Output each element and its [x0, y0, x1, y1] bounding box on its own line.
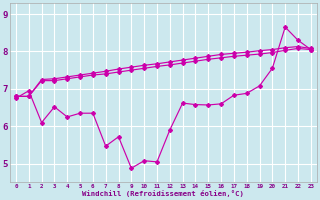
- X-axis label: Windchill (Refroidissement éolien,°C): Windchill (Refroidissement éolien,°C): [83, 190, 244, 197]
